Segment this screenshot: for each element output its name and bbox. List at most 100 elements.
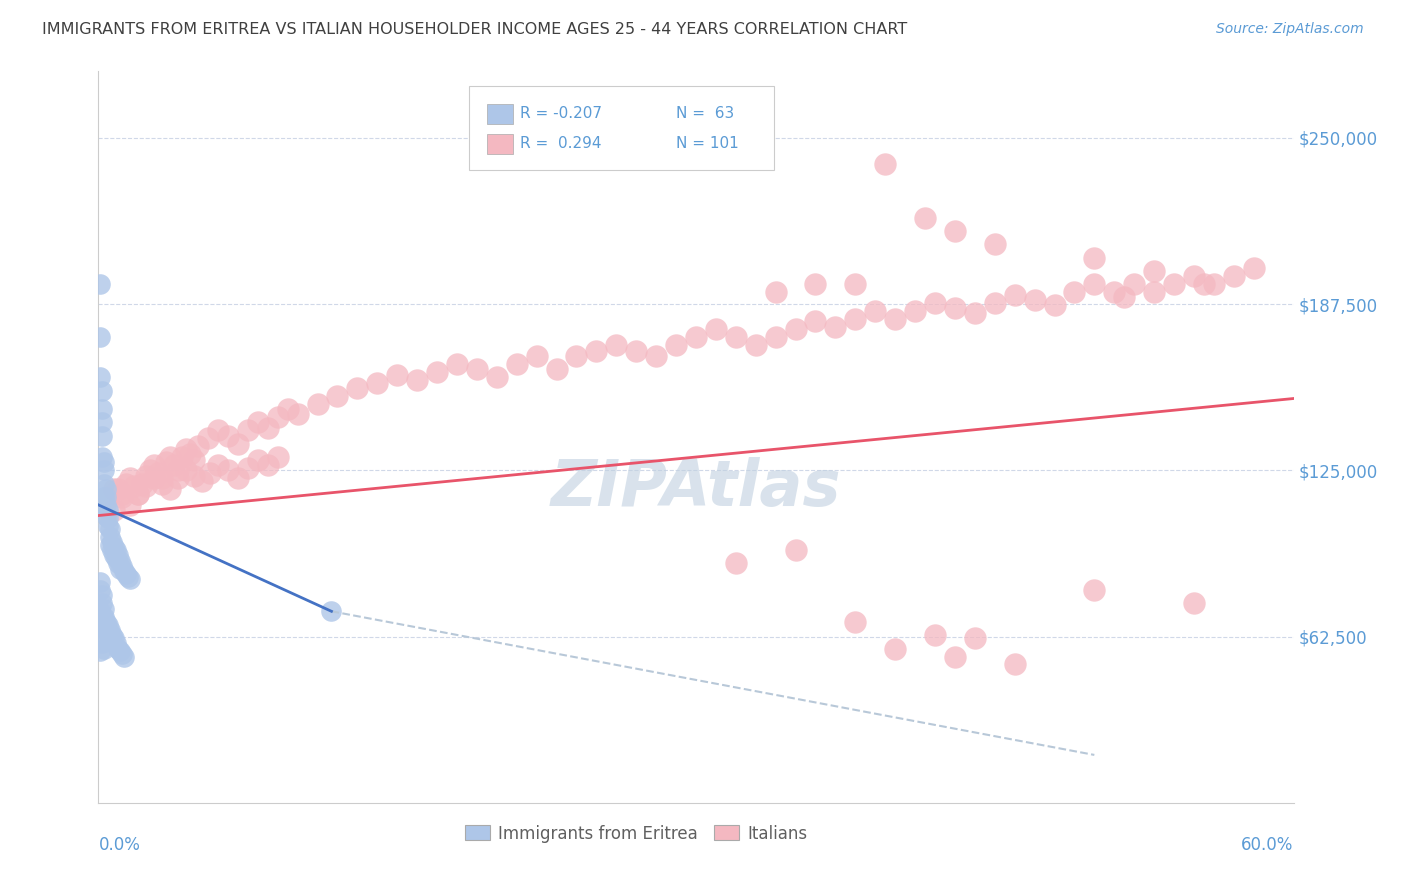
- Point: [98, 530, 122, 544]
- Text: N = 101: N = 101: [676, 136, 738, 152]
- FancyBboxPatch shape: [486, 103, 513, 124]
- Point: [765, 285, 787, 299]
- Point: [526, 349, 548, 363]
- Point: [307, 397, 329, 411]
- Point: [91, 588, 114, 602]
- Point: [406, 373, 429, 387]
- Point: [426, 365, 449, 379]
- Point: [135, 468, 157, 483]
- Point: [645, 349, 668, 363]
- Point: [159, 482, 181, 496]
- Point: [101, 535, 124, 549]
- Point: [96, 615, 118, 629]
- Point: [865, 303, 887, 318]
- Point: [97, 519, 120, 533]
- Point: [366, 376, 388, 390]
- Point: [844, 615, 866, 629]
- Point: [326, 389, 349, 403]
- Point: [112, 649, 135, 664]
- Point: [93, 641, 115, 656]
- Text: 60.0%: 60.0%: [1241, 836, 1294, 854]
- Point: [605, 338, 627, 352]
- Point: [120, 573, 142, 587]
- Point: [277, 402, 299, 417]
- Point: [97, 490, 120, 504]
- Point: [321, 604, 343, 618]
- Point: [97, 511, 120, 525]
- Point: [91, 636, 114, 650]
- Point: [163, 458, 186, 472]
- Point: [963, 631, 986, 645]
- Point: [89, 582, 111, 597]
- Point: [1143, 264, 1166, 278]
- Point: [93, 601, 115, 615]
- Point: [89, 330, 111, 344]
- Point: [96, 490, 118, 504]
- Point: [93, 615, 115, 629]
- Point: [904, 303, 927, 318]
- Point: [105, 551, 128, 566]
- Point: [110, 554, 132, 568]
- Point: [127, 487, 149, 501]
- Point: [112, 565, 135, 579]
- Point: [191, 474, 214, 488]
- Point: [1202, 277, 1225, 292]
- Point: [924, 295, 946, 310]
- Point: [91, 384, 114, 398]
- Point: [96, 482, 118, 496]
- Point: [105, 543, 128, 558]
- Point: [875, 157, 897, 171]
- Point: [217, 463, 239, 477]
- Point: [111, 490, 134, 504]
- Point: [1063, 285, 1085, 299]
- Point: [97, 503, 120, 517]
- Point: [626, 343, 648, 358]
- Point: [139, 463, 162, 477]
- Point: [1004, 287, 1026, 301]
- Point: [914, 211, 936, 225]
- Point: [120, 471, 142, 485]
- Point: [465, 362, 488, 376]
- Point: [824, 319, 846, 334]
- Point: [111, 487, 134, 501]
- Point: [685, 330, 707, 344]
- Point: [226, 436, 249, 450]
- Point: [91, 609, 114, 624]
- Point: [131, 476, 153, 491]
- FancyBboxPatch shape: [486, 134, 513, 154]
- Point: [110, 644, 132, 658]
- Point: [127, 487, 149, 501]
- Point: [236, 424, 259, 438]
- Point: [107, 641, 129, 656]
- Point: [844, 311, 866, 326]
- Text: R =  0.294: R = 0.294: [520, 136, 602, 152]
- Point: [236, 460, 259, 475]
- Point: [197, 431, 219, 445]
- Point: [98, 623, 122, 637]
- Text: Source: ZipAtlas.com: Source: ZipAtlas.com: [1216, 22, 1364, 37]
- Point: [103, 549, 125, 563]
- Point: [115, 567, 138, 582]
- Point: [924, 628, 946, 642]
- Point: [485, 370, 508, 384]
- Text: 0.0%: 0.0%: [98, 836, 141, 854]
- Point: [844, 277, 866, 292]
- Point: [101, 628, 124, 642]
- Point: [111, 559, 134, 574]
- Point: [103, 541, 125, 555]
- Point: [1243, 261, 1265, 276]
- Point: [159, 450, 181, 464]
- Point: [565, 349, 588, 363]
- Point: [198, 466, 221, 480]
- Point: [135, 479, 157, 493]
- Point: [1182, 596, 1205, 610]
- Point: [267, 410, 290, 425]
- Point: [167, 471, 190, 485]
- Point: [96, 508, 118, 523]
- Point: [107, 557, 129, 571]
- Point: [704, 322, 727, 336]
- Point: [1123, 277, 1146, 292]
- Point: [89, 644, 111, 658]
- Point: [93, 476, 115, 491]
- Point: [110, 562, 132, 576]
